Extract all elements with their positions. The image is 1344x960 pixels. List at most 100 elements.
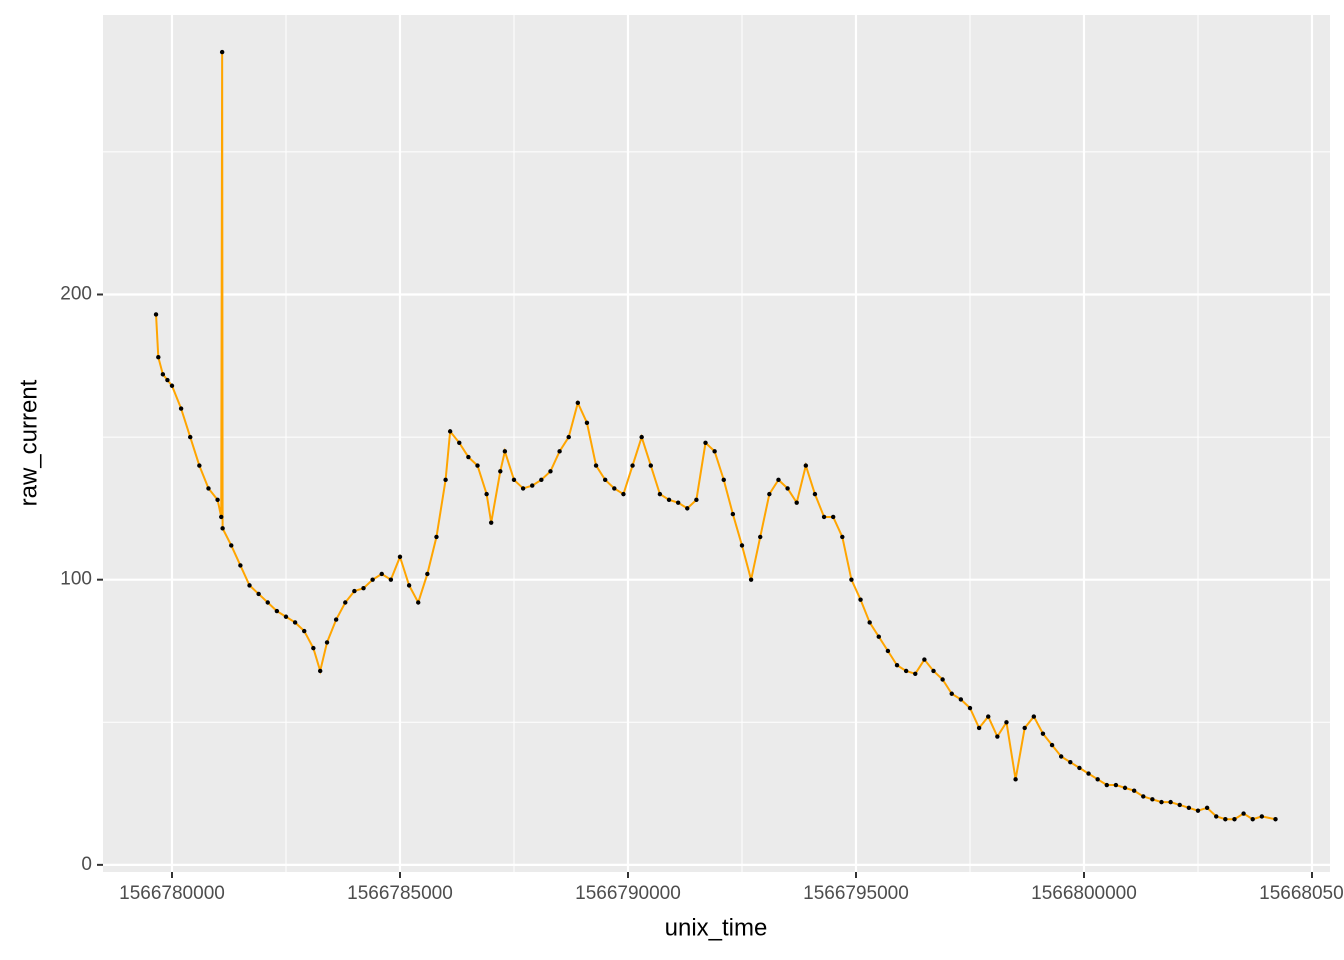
data-point xyxy=(397,554,403,560)
data-point xyxy=(976,725,982,731)
data-point xyxy=(425,571,430,577)
data-point xyxy=(776,477,781,483)
data-line xyxy=(155,52,1276,821)
data-point xyxy=(416,600,421,605)
x-tick-label: 1566785000 xyxy=(347,883,453,904)
data-point xyxy=(712,449,717,454)
data-point xyxy=(1168,799,1173,805)
y-axis-title: raw_current xyxy=(15,379,42,506)
data-point xyxy=(229,543,234,548)
data-point xyxy=(1241,811,1246,816)
data-point xyxy=(675,500,681,505)
data-point xyxy=(317,668,323,674)
data-point xyxy=(188,434,193,440)
data-point xyxy=(967,705,973,711)
data-point xyxy=(867,620,872,625)
data-point xyxy=(498,469,503,474)
data-point xyxy=(311,645,316,651)
data-point xyxy=(1104,782,1109,788)
data-point xyxy=(197,463,202,468)
data-point xyxy=(1077,765,1082,771)
data-point xyxy=(995,734,1000,739)
data-point xyxy=(1186,805,1192,811)
data-point xyxy=(1250,817,1255,822)
data-point xyxy=(153,312,159,317)
data-point xyxy=(876,634,881,639)
data-point xyxy=(1259,814,1265,819)
data-point xyxy=(657,491,663,497)
data-point xyxy=(406,583,412,588)
data-point xyxy=(1204,805,1210,811)
data-point xyxy=(220,526,225,531)
data-point xyxy=(685,506,690,511)
data-point xyxy=(612,486,617,491)
x-tick-label: 1566780000 xyxy=(119,883,225,904)
data-point xyxy=(931,668,936,674)
data-point xyxy=(215,497,220,503)
data-point xyxy=(256,591,261,597)
data-point xyxy=(1195,808,1201,813)
data-point xyxy=(302,628,307,634)
data-point xyxy=(840,534,845,540)
data-point xyxy=(247,583,252,588)
data-point xyxy=(730,511,736,517)
data-point xyxy=(447,429,453,434)
data-point xyxy=(511,477,517,483)
data-point xyxy=(666,497,672,503)
x-tick-label: 1566800000 xyxy=(1031,883,1137,904)
data-point xyxy=(986,714,991,719)
data-point xyxy=(219,49,225,55)
data-point xyxy=(1131,788,1137,793)
data-point xyxy=(602,477,608,483)
data-point xyxy=(1113,782,1119,788)
data-point xyxy=(206,486,211,491)
data-point xyxy=(758,534,763,540)
data-point xyxy=(958,697,964,702)
data-point xyxy=(343,600,348,605)
data-point xyxy=(165,377,170,383)
data-point xyxy=(1068,760,1073,765)
data-point xyxy=(352,588,357,594)
data-point xyxy=(1159,799,1164,805)
data-point xyxy=(940,677,945,682)
data-point xyxy=(457,440,462,445)
data-point xyxy=(475,463,480,468)
data-point xyxy=(539,477,544,483)
data-point xyxy=(333,617,339,622)
data-point xyxy=(821,514,827,520)
data-point xyxy=(1040,731,1046,736)
data-point xyxy=(575,400,581,406)
data-point xyxy=(1177,802,1182,808)
data-point xyxy=(721,477,726,483)
data-point xyxy=(894,663,900,668)
data-point xyxy=(1232,817,1237,822)
data-point xyxy=(324,640,330,645)
data-point xyxy=(502,449,508,454)
data-point xyxy=(1049,742,1055,748)
data-point xyxy=(794,500,799,505)
data-point xyxy=(219,514,224,520)
data-point xyxy=(361,586,366,591)
data-point xyxy=(520,486,526,491)
data-point xyxy=(1004,720,1009,725)
data-point xyxy=(812,491,818,497)
x-tick-label: 1566805000 xyxy=(1259,883,1344,904)
data-point xyxy=(1058,754,1064,759)
y-tick-label: 100 xyxy=(60,569,92,590)
data-point xyxy=(238,563,243,568)
data-point xyxy=(1086,771,1091,776)
data-point xyxy=(703,440,708,445)
data-point xyxy=(434,534,439,540)
data-point xyxy=(1214,814,1219,819)
data-point xyxy=(767,491,772,497)
data-point xyxy=(1095,777,1100,782)
data-point xyxy=(557,449,562,454)
data-point xyxy=(530,483,535,488)
data-point xyxy=(1273,817,1278,822)
data-point xyxy=(169,383,175,388)
data-point xyxy=(548,469,553,474)
data-point xyxy=(785,486,790,491)
y-tick-label: 0 xyxy=(81,854,92,875)
data-point xyxy=(1013,777,1018,782)
